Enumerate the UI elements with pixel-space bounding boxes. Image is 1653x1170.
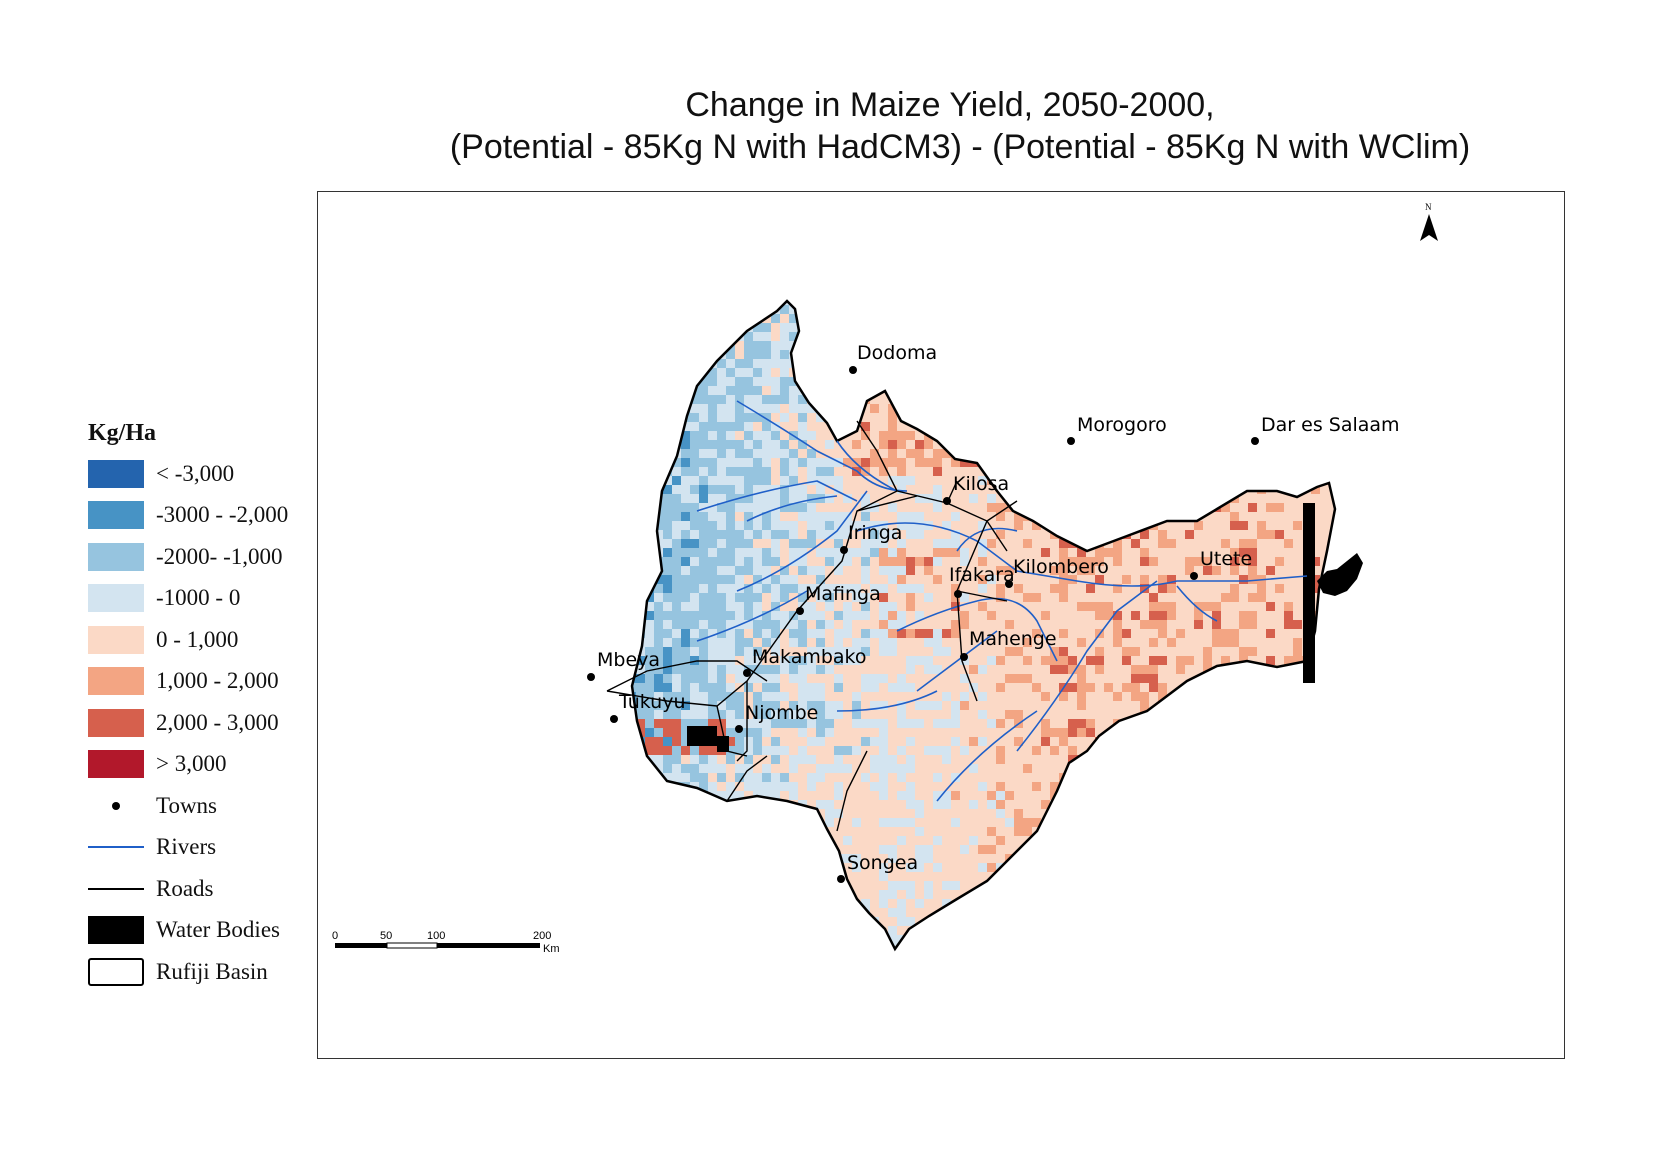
- legend-class-label: 1,000 - 2,000: [156, 668, 279, 694]
- river-symbol-icon: [88, 833, 144, 861]
- water-body: [687, 726, 717, 746]
- legend: Kg/Ha < -3,000 -3000 - -2,000 -2000- -1,00…: [88, 420, 288, 993]
- legend-class-label: -1000 - 0: [156, 585, 241, 611]
- town-dodoma: Dodoma: [849, 342, 937, 374]
- town-morogoro: Morogoro: [1067, 414, 1167, 445]
- map-subtitle: (Potential - 85Kg N with HadCM3) - (Pote…: [449, 128, 1471, 166]
- water-symbol-icon: [88, 916, 144, 945]
- legend-symbol-row: Towns: [88, 785, 288, 827]
- legend-class-row: -3000 - -2,000: [88, 495, 288, 537]
- north-arrow-icon: N: [1420, 202, 1438, 241]
- legend-swatch: [88, 459, 144, 488]
- legend-swatch: [88, 501, 144, 530]
- legend-swatch: [88, 750, 144, 779]
- legend-class-row: 1,000 - 2,000: [88, 661, 288, 703]
- towns: Dodoma Morogoro Dar es Salaam Kilosa Iri…: [587, 342, 1400, 883]
- legend-symbol-label: Water Bodies: [156, 917, 280, 943]
- rivers: [696, 400, 1308, 802]
- legend-class-row: -1000 - 0: [88, 578, 288, 620]
- legend-class-row: 2,000 - 3,000: [88, 702, 288, 744]
- legend-symbol-row: Water Bodies: [88, 910, 288, 952]
- town-utete: Utete: [1190, 548, 1252, 580]
- coastal-island: [1317, 553, 1363, 596]
- road-symbol-icon: [88, 875, 144, 903]
- legend-class-row: -2000- -1,000: [88, 536, 288, 578]
- legend-symbol-label: Towns: [156, 792, 218, 818]
- town-tukuyu: Tukuyu: [610, 691, 686, 723]
- legend-swatch: [88, 667, 144, 696]
- legend-class-label: 0 - 1,000: [156, 626, 239, 652]
- town-ifakara: Ifakara: [949, 564, 1015, 598]
- legend-swatch: [88, 542, 144, 571]
- scale-bar: 0 50 100 200 Km: [332, 930, 560, 955]
- legend-class-label: > 3,000: [156, 751, 227, 777]
- legend-class-row: < -3,000: [88, 453, 288, 495]
- town-iringa: Iringa: [840, 522, 902, 554]
- legend-symbol-label: Roads: [156, 875, 214, 901]
- map-canvas: Dodoma Morogoro Dar es Salaam Kilosa Iri…: [332, 202, 1438, 955]
- legend-symbol-row: Roads: [88, 868, 288, 910]
- town-kilombero: Kilombero: [1005, 556, 1109, 588]
- legend-symbol-label: Rivers: [156, 834, 217, 860]
- legend-class-label: 2,000 - 3,000: [156, 709, 279, 735]
- town-makambako: Makambako: [743, 646, 867, 677]
- roads: [606, 420, 1018, 832]
- legend-class-label: -3000 - -2,000: [156, 502, 289, 528]
- legend-symbol-label: Rufiji Basin: [156, 958, 268, 984]
- legend-class-row: > 3,000: [88, 744, 288, 786]
- basin-symbol-icon: [88, 957, 144, 986]
- legend-class-label: -2000- -1,000: [156, 543, 283, 569]
- town-mafinga: Mafinga: [796, 583, 881, 615]
- town-njombe: Njombe: [735, 702, 818, 733]
- legend-swatch: [88, 708, 144, 737]
- legend-swatch: [88, 584, 144, 613]
- dot-symbol-icon: [88, 792, 144, 820]
- rufiji-basin-outline: [630, 299, 1337, 952]
- town-kilosa: Kilosa: [943, 473, 1009, 505]
- legend-symbol-row: Rufiji Basin: [88, 951, 288, 993]
- legend-swatch: [88, 625, 144, 654]
- town-dar-es-salaam: Dar es Salaam: [1251, 414, 1400, 445]
- legend-class-label: < -3,000: [156, 460, 235, 486]
- water-body: [1303, 503, 1315, 683]
- town-songea: Songea: [837, 852, 918, 883]
- legend-symbol-row: Rivers: [88, 827, 288, 869]
- legend-title: Kg/Ha: [88, 420, 157, 446]
- legend-class-row: 0 - 1,000: [88, 619, 288, 661]
- town-mbeya: Mbeya: [587, 649, 660, 681]
- map-title: Change in Maize Yield, 2050-2000,: [685, 86, 1215, 124]
- town-mahenge: Mahenge: [960, 628, 1057, 661]
